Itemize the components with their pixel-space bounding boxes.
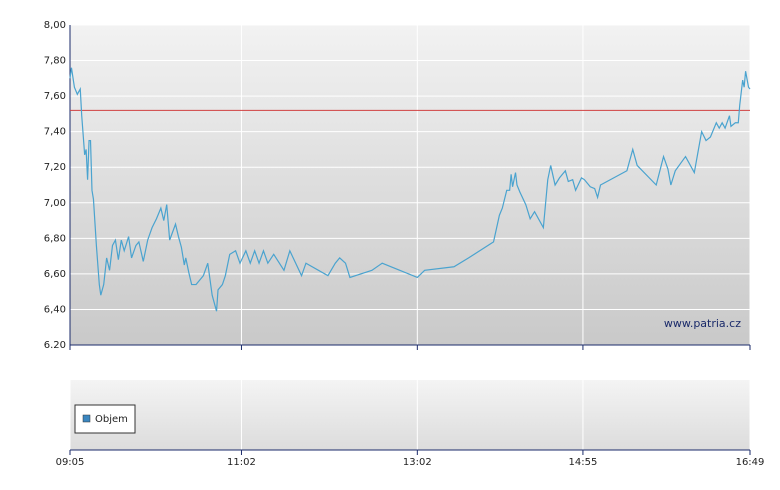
legend-label: Objem (95, 414, 128, 425)
y-tick-label: 6,80 (44, 233, 66, 244)
y-tick-label: 7,60 (44, 91, 66, 102)
plot-area (70, 25, 750, 345)
x-tick-label: 13:02 (403, 457, 432, 468)
y-tick-label: 7,00 (44, 198, 66, 209)
x-tick-label: 14:55 (569, 457, 598, 468)
y-tick-label: 7,20 (44, 162, 66, 173)
y-tick-label: 6.20 (44, 340, 66, 351)
x-tick-label: 16:49 (736, 457, 765, 468)
volume-area (70, 380, 750, 450)
y-tick-label: 6,60 (44, 269, 66, 280)
x-tick-label: 11:02 (227, 457, 256, 468)
price-line (69, 67, 751, 312)
y-tick-label: 8,00 (44, 20, 66, 31)
y-tick-label: 7,40 (44, 127, 66, 138)
y-tick-label: 7,80 (44, 56, 66, 67)
x-tick-label: 09:05 (56, 457, 85, 468)
y-tick-label: 6,40 (44, 304, 66, 315)
watermark: www.patria.cz (664, 317, 741, 330)
legend-swatch (82, 414, 91, 423)
